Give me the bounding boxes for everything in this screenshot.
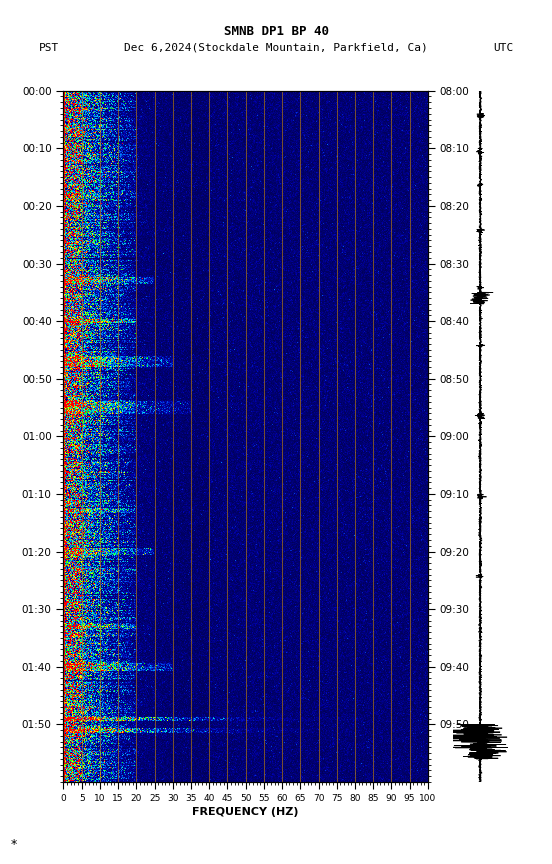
Text: UTC: UTC: [493, 42, 513, 53]
Text: Dec 6,2024(Stockdale Mountain, Parkfield, Ca): Dec 6,2024(Stockdale Mountain, Parkfield…: [124, 42, 428, 53]
Text: SMNB DP1 BP 40: SMNB DP1 BP 40: [224, 25, 328, 39]
X-axis label: FREQUENCY (HZ): FREQUENCY (HZ): [193, 807, 299, 816]
Text: *: *: [11, 838, 17, 851]
Text: PST: PST: [39, 42, 59, 53]
